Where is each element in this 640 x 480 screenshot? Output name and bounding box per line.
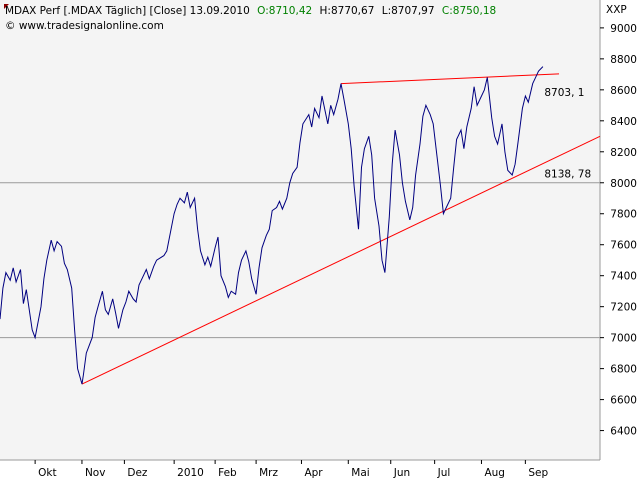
y-tick-label: 7400 (610, 271, 637, 283)
y-tick-label: 9000 (610, 23, 637, 35)
svg-text:MDAX Perf [.MDAX Täglich] [Cl: MDAX Perf [.MDAX Täglich] [Close] 13.09.… (5, 5, 496, 17)
y-tick-label: 7200 (610, 302, 637, 314)
y-axis-label: XXP (606, 4, 627, 16)
y-tick-label: 8400 (610, 116, 637, 128)
x-tick-label: Mrz (259, 467, 278, 479)
header-marker-icon (4, 4, 9, 9)
y-tick-label: 7000 (610, 333, 637, 345)
x-tick-label: Nov (85, 467, 106, 479)
x-tick-label: Dez (127, 467, 148, 479)
x-tick-label: Aug (484, 467, 505, 479)
trendline-value-label: 8138, 78 (544, 168, 591, 180)
y-tick-label: 8200 (610, 147, 637, 159)
x-tick-label: Jun (393, 467, 410, 479)
y-axis-panel (600, 0, 640, 480)
x-tick-label: Feb (218, 467, 237, 479)
trendline-value-label: 8703, 1 (544, 87, 584, 99)
trendline (81, 135, 601, 385)
x-tick-label: Mai (351, 467, 369, 479)
chart-header: MDAX Perf [.MDAX Täglich] [Close] 13.09.… (4, 4, 496, 32)
trendline (340, 73, 560, 85)
x-tick-label: Jul (437, 467, 451, 479)
y-tick-label: 7800 (610, 209, 637, 221)
y-tick-label: 7600 (610, 240, 637, 252)
y-tick-label: 6600 (610, 395, 637, 407)
y-tick-label: 6400 (610, 426, 637, 438)
x-tick-label: 2010 (177, 467, 204, 479)
y-tick-label: 8000 (610, 178, 637, 190)
header-title: MDAX Perf [.MDAX Täglich] [Close] 13.09.… (5, 5, 250, 17)
header-low: L:8707,97 (382, 5, 435, 17)
y-tick-label: 8800 (610, 54, 637, 66)
plot-area (0, 0, 600, 460)
x-tick-label: Sep (528, 467, 548, 479)
price-series-line (0, 66, 544, 385)
y-tick-label: 6800 (610, 364, 637, 376)
header-high: H:8770,67 (320, 5, 375, 17)
header-open: O:8710,42 (257, 5, 312, 17)
x-axis-panel (0, 460, 640, 480)
y-tick-label: 8600 (610, 85, 637, 97)
copyright-text: © www.tradesignalonline.com (5, 20, 164, 32)
header-close: C:8750,18 (442, 5, 496, 17)
x-tick-label: Okt (38, 467, 56, 479)
x-tick-label: Apr (304, 467, 323, 479)
